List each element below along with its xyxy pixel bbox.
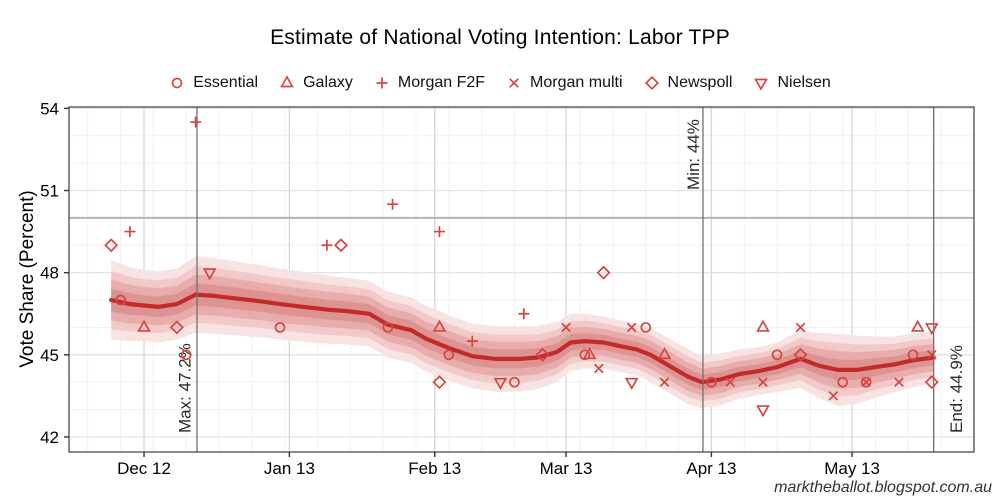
data-point-plus <box>518 308 530 320</box>
data-point-circle <box>180 349 192 361</box>
data-point-plus <box>466 335 478 347</box>
x-axis-tick-label: Dec 12 <box>117 459 171 478</box>
data-point-x <box>659 377 670 387</box>
data-point-plus <box>321 239 333 251</box>
max-annotation-label: Max: 47.2% <box>176 343 195 433</box>
data-point-diamond <box>535 347 550 362</box>
data-point-plus <box>124 226 136 238</box>
data-point-diamond <box>432 375 447 390</box>
data-point-triangle-down <box>202 268 217 281</box>
data-point-x <box>828 391 839 401</box>
watermark-url: marktheballot.blogspot.com.au <box>774 479 992 496</box>
data-point-x <box>795 322 806 333</box>
series-morgan-f2f <box>124 116 530 347</box>
series-essential <box>115 294 919 388</box>
plus-icon <box>376 77 388 89</box>
y-axis-tick-label: 54 <box>40 99 59 118</box>
min-annotation-label: Min: 44% <box>684 119 703 190</box>
series-nielsen <box>202 268 939 418</box>
legend-item-morgan-multi: Morgan multi <box>506 74 623 92</box>
y-axis-tick-label: 48 <box>40 264 59 283</box>
data-point-x <box>561 322 571 333</box>
legend-item-label: Morgan F2F <box>397 74 486 91</box>
data-point-circle <box>706 376 717 388</box>
data-point-circle <box>640 322 652 333</box>
data-point-x <box>861 377 871 387</box>
data-point-triangle-down <box>756 405 770 418</box>
data-point-x <box>894 377 904 387</box>
x-axis-tick-label: Jan 13 <box>264 459 315 478</box>
data-point-triangle-down <box>493 377 508 390</box>
data-point-x <box>758 377 768 387</box>
data-point-circle <box>907 349 919 361</box>
series-morgan-multi <box>561 322 937 401</box>
data-point-circle <box>274 322 286 333</box>
data-point-circle <box>115 294 126 306</box>
data-point-triangle-up <box>756 319 770 332</box>
triangle-down-icon <box>754 78 769 91</box>
diamond-icon <box>644 75 659 91</box>
data-point-triangle-down <box>924 323 939 336</box>
series-galaxy <box>137 319 925 360</box>
x-axis-tick-label: May 13 <box>824 459 880 478</box>
data-point-diamond <box>104 238 119 253</box>
panel-border <box>68 106 975 453</box>
data-point-diamond <box>169 320 184 335</box>
data-point-x <box>626 322 637 333</box>
series-newspoll <box>104 238 939 390</box>
legend-item-label: Newspoll <box>667 74 733 91</box>
legend-item-essential: Essential <box>169 74 258 92</box>
y-axis-tick-label: 51 <box>40 182 59 201</box>
x-axis-tick-label: Mar 13 <box>540 459 593 478</box>
y-axis-tick-label: 45 <box>40 346 59 365</box>
data-point-triangle-up <box>657 347 672 360</box>
legend-item-label: Morgan multi <box>530 74 623 91</box>
data-point-circle <box>837 376 849 388</box>
chart-title: Estimate of National Voting Intention: L… <box>270 26 730 49</box>
x-axis-tick-label: Feb 13 <box>408 459 461 478</box>
triangle-up-icon <box>280 75 294 88</box>
data-point-plus <box>190 116 202 128</box>
data-point-circle <box>443 349 455 361</box>
data-point-x <box>926 349 937 360</box>
legend-item-morgan-f2f: Morgan F2F <box>374 74 485 92</box>
end-annotation-label: End: 44.9% <box>947 345 966 433</box>
data-point-circle <box>771 349 783 361</box>
data-point-diamond <box>596 265 611 280</box>
y-axis-tick-label: 42 <box>40 428 59 447</box>
legend-item-nielsen: Nielsen <box>753 74 831 92</box>
legend: Essential Galaxy Morgan F2F Morgan multi New… <box>0 72 1000 94</box>
data-point-triangle-up <box>582 347 597 360</box>
data-point-diamond <box>793 347 808 362</box>
data-point-triangle-up <box>432 319 447 332</box>
data-point-triangle-up <box>910 319 925 332</box>
data-point-circle <box>860 376 872 388</box>
data-point-x <box>594 363 604 374</box>
legend-item-label: Galaxy <box>303 74 353 91</box>
data-point-diamond <box>333 238 348 253</box>
data-point-triangle-up <box>137 319 151 332</box>
legend-item-label: Nielsen <box>777 74 831 91</box>
data-point-plus <box>387 198 399 210</box>
legend-item-newspoll: Newspoll <box>644 74 733 92</box>
legend-item-galaxy: Galaxy <box>279 74 353 92</box>
data-point-circle <box>382 322 394 333</box>
legend-item-label: Essential <box>193 74 259 91</box>
data-point-plus <box>433 226 445 238</box>
x-axis-tick-label: Apr 13 <box>686 459 736 478</box>
data-point-circle <box>509 376 520 388</box>
data-point-triangle-down <box>624 377 639 390</box>
circle-icon <box>171 77 183 89</box>
data-point-diamond <box>924 375 939 390</box>
data-point-circle <box>579 349 591 361</box>
x-icon <box>509 78 519 88</box>
data-point-x <box>725 377 735 387</box>
